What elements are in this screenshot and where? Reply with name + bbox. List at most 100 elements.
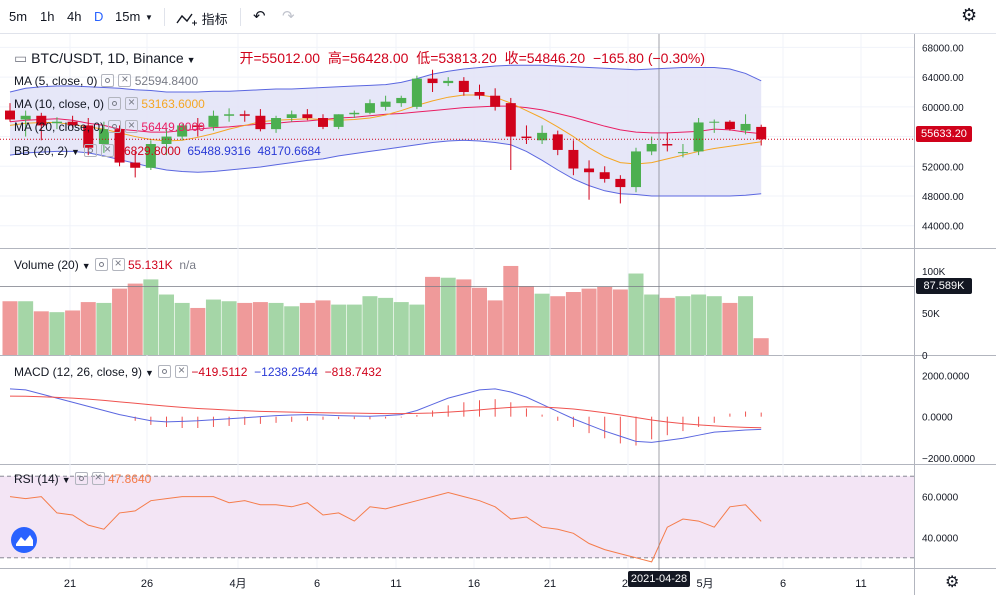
undo-icon[interactable]: ↶ — [253, 8, 266, 25]
bb-value-3: 48170.6684 — [257, 144, 321, 158]
open-label: 开 — [239, 50, 254, 66]
close-icon[interactable] — [100, 142, 114, 157]
volume-bar — [127, 283, 143, 355]
eye-icon[interactable] — [108, 120, 122, 133]
rsi-chevron-down-icon[interactable]: ▼ — [61, 475, 71, 485]
rsi-tick-label: 60.0000 — [922, 493, 959, 504]
crosshair — [11, 34, 660, 570]
candle-body — [677, 152, 688, 154]
volume-tick-label: 50K — [922, 309, 940, 320]
candle-body — [318, 118, 328, 127]
interval-5m[interactable]: 5m — [9, 9, 28, 24]
close-icon[interactable] — [118, 72, 132, 87]
close-icon[interactable] — [111, 256, 125, 271]
volume-bar — [472, 287, 487, 355]
volume-bar — [65, 310, 81, 355]
ma5-label: MA (5, close, 0) — [14, 74, 98, 88]
volume-bar — [378, 297, 394, 355]
candle-body — [599, 172, 610, 179]
candle-body — [552, 134, 563, 150]
redo-icon[interactable]: ↷ — [282, 8, 295, 25]
volume-ma-value: n/a — [179, 258, 197, 272]
candle-body — [161, 136, 172, 144]
eye-icon[interactable] — [94, 258, 108, 271]
eye-icon[interactable] — [101, 74, 115, 87]
candle-body — [20, 115, 31, 120]
indicators-button[interactable]: 指标 — [176, 9, 228, 28]
candle-body — [474, 92, 485, 96]
candle-body — [302, 114, 313, 118]
candle-body — [693, 122, 704, 152]
ma5-legend: MA (5, close, 0) 52594.8400 — [14, 72, 198, 88]
crosshair-date-tag: 2021-04-28 — [628, 571, 690, 587]
time-tick-label: 11 — [390, 578, 401, 590]
time-tick-label: 26 — [141, 578, 153, 590]
interval-15m[interactable]: 15m — [115, 9, 141, 24]
symbol-title[interactable]: BTC/USDT, 1D, Binance — [31, 50, 184, 66]
interval-1h[interactable]: 1h — [40, 9, 55, 24]
settings-gear-icon[interactable]: ⚙ — [961, 5, 978, 25]
macd-label: MACD (12, 26, close, 9) — [14, 365, 143, 379]
volume-bar — [706, 296, 722, 355]
volume-bar — [299, 302, 315, 355]
symbol-chevron-down-icon[interactable]: ▼ — [186, 55, 196, 65]
volume-bar — [18, 301, 34, 355]
close-icon[interactable] — [125, 118, 139, 133]
macd-chevron-down-icon[interactable]: ▼ — [145, 368, 154, 378]
volume-bar — [143, 279, 159, 355]
candle-body — [98, 129, 109, 144]
time-tick-label: 5月 — [696, 578, 713, 590]
volume-bar — [738, 296, 754, 355]
change-value: −165.80 (−0.30%) — [592, 50, 706, 66]
bb-value-1: 56829.8000 — [117, 144, 181, 158]
volume-bar — [534, 293, 550, 355]
volume-bars — [0, 265, 914, 355]
price-legend: ▭ BTC/USDT, 1D, Binance ▼ 开=55012.00 高=56… — [14, 50, 706, 66]
close-icon[interactable] — [91, 470, 105, 485]
time-tick-label: 11 — [855, 578, 866, 590]
time-tick-label: 6 — [780, 578, 786, 590]
ma20-label: MA (20, close, 0) — [14, 120, 105, 134]
eye-icon[interactable] — [83, 144, 97, 157]
volume-bar — [174, 302, 190, 355]
rsi-band — [0, 476, 914, 558]
candle-body — [349, 112, 360, 115]
bb-upper-line — [9, 64, 762, 93]
interval-dropdown-chevron-icon[interactable]: ▼ — [145, 13, 153, 22]
volume-bar — [284, 306, 300, 355]
candle-body — [67, 121, 78, 126]
volume-bar — [33, 311, 49, 355]
volume-bar — [331, 304, 347, 355]
eye-icon[interactable] — [157, 365, 171, 378]
volume-bar — [597, 286, 613, 355]
time-axis-settings-gear-icon[interactable]: ⚙ — [945, 574, 960, 591]
candle-body — [114, 129, 125, 163]
volume-bar — [252, 302, 268, 355]
chart-area[interactable]: 68000.0064000.0060000.0056000.0052000.00… — [0, 34, 996, 595]
bb-chevron-down-icon[interactable]: ▼ — [71, 147, 80, 157]
eye-icon[interactable] — [74, 472, 88, 485]
candle-body — [584, 168, 595, 173]
close-icon[interactable] — [125, 95, 139, 110]
volume-bar — [659, 297, 675, 355]
candle-body — [740, 123, 751, 131]
candle-body — [224, 114, 235, 116]
volume-chevron-down-icon[interactable]: ▼ — [81, 261, 91, 271]
close-icon[interactable] — [174, 363, 188, 378]
volume-tick-label: 0 — [922, 351, 928, 362]
volume-bar — [581, 288, 597, 355]
volume-value: 55.131K — [127, 258, 173, 272]
candle-body — [709, 121, 720, 123]
volume-bar — [440, 277, 456, 355]
candle-body — [83, 125, 94, 148]
interval-d[interactable]: D — [94, 9, 104, 24]
close-label: 收 — [504, 50, 519, 66]
volume-label: Volume (20) — [14, 258, 79, 272]
eye-icon[interactable] — [108, 97, 122, 110]
candle-body — [396, 97, 407, 104]
volume-bar — [315, 300, 331, 355]
interval-4h[interactable]: 4h — [67, 9, 82, 24]
candle-body — [490, 95, 501, 107]
price-tick-label: 52000.00 — [922, 162, 964, 173]
macd-signal-value: −818.7432 — [324, 365, 382, 379]
